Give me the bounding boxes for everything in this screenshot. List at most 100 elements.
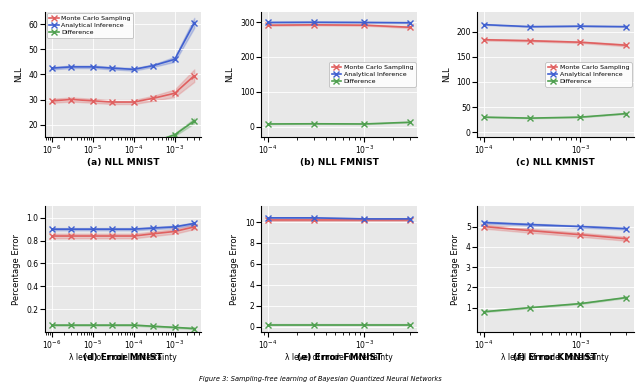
Analytical Inference (68, 64, 76, 69)
Monte Carlo Sampling (68, 97, 76, 102)
Difference (109, 139, 116, 143)
Text: (e) Error FMNIST: (e) Error FMNIST (296, 353, 382, 362)
Y-axis label: NLL: NLL (14, 67, 23, 82)
Monte Carlo Sampling (264, 218, 272, 222)
Line: Analytical Inference: Analytical Inference (49, 221, 197, 232)
Difference (109, 323, 116, 327)
Line: Analytical Inference: Analytical Inference (481, 220, 629, 231)
Analytical Inference (623, 226, 630, 231)
Line: Monte Carlo Sampling: Monte Carlo Sampling (481, 224, 629, 242)
Line: Monte Carlo Sampling: Monte Carlo Sampling (265, 22, 413, 30)
X-axis label: λ level of model uncertainty: λ level of model uncertainty (69, 354, 177, 362)
Difference (406, 322, 414, 327)
Monte Carlo Sampling (191, 73, 198, 78)
Monte Carlo Sampling (89, 234, 97, 238)
Text: Figure 3: Sampling-free learning of Bayesian Quantized Neural Networks: Figure 3: Sampling-free learning of Baye… (198, 376, 442, 382)
Difference (171, 132, 179, 137)
Analytical Inference (480, 220, 488, 225)
Line: Monte Carlo Sampling: Monte Carlo Sampling (265, 217, 413, 223)
Monte Carlo Sampling (526, 39, 534, 43)
Text: (a) NLL MNIST: (a) NLL MNIST (87, 158, 159, 168)
Analytical Inference (109, 66, 116, 70)
Difference (150, 324, 157, 328)
Monte Carlo Sampling (526, 229, 534, 233)
Difference (264, 122, 272, 126)
Monte Carlo Sampling (109, 234, 116, 238)
Analytical Inference (526, 24, 534, 29)
Difference (310, 122, 318, 126)
Line: Difference: Difference (481, 111, 629, 121)
Analytical Inference (406, 20, 414, 25)
Legend: Monte Carlo Sampling, Analytical Inference, Difference: Monte Carlo Sampling, Analytical Inferen… (47, 14, 133, 38)
Analytical Inference (310, 215, 318, 220)
Monte Carlo Sampling (48, 98, 56, 103)
Analytical Inference (171, 225, 179, 229)
Difference (623, 111, 630, 116)
Analytical Inference (264, 20, 272, 25)
Difference (150, 140, 157, 145)
Analytical Inference (191, 221, 198, 226)
Monte Carlo Sampling (623, 237, 630, 241)
Difference (89, 139, 97, 143)
Difference (68, 140, 76, 145)
Line: Monte Carlo Sampling: Monte Carlo Sampling (481, 37, 629, 48)
Text: (d) Error MNIST: (d) Error MNIST (83, 353, 163, 362)
Line: Difference: Difference (49, 118, 197, 145)
Analytical Inference (171, 57, 179, 62)
Difference (191, 119, 198, 123)
Y-axis label: NLL: NLL (225, 67, 234, 82)
Monte Carlo Sampling (150, 96, 157, 101)
Analytical Inference (360, 20, 368, 25)
Legend: Monte Carlo Sampling, Analytical Inference, Difference: Monte Carlo Sampling, Analytical Inferen… (545, 62, 632, 86)
Difference (623, 295, 630, 300)
Difference (480, 310, 488, 314)
Monte Carlo Sampling (68, 234, 76, 238)
Difference (130, 323, 138, 327)
X-axis label: λ level of model uncertainty: λ level of model uncertainty (285, 354, 393, 362)
Analytical Inference (89, 64, 97, 69)
Text: (b) NLL FMNIST: (b) NLL FMNIST (300, 158, 379, 168)
Difference (68, 323, 76, 327)
Y-axis label: Percentage Error: Percentage Error (451, 234, 460, 305)
Difference (89, 323, 97, 327)
Analytical Inference (109, 227, 116, 232)
Y-axis label: Percentage Error: Percentage Error (12, 234, 21, 305)
Legend: Monte Carlo Sampling, Analytical Inference, Difference: Monte Carlo Sampling, Analytical Inferen… (329, 62, 415, 86)
Analytical Inference (150, 63, 157, 68)
X-axis label: λ level of model uncertainty: λ level of model uncertainty (501, 354, 609, 362)
Y-axis label: Percentage Error: Percentage Error (230, 234, 239, 305)
Difference (526, 116, 534, 120)
Line: Difference: Difference (265, 119, 413, 127)
Text: (f) Error KMNIST: (f) Error KMNIST (513, 353, 597, 362)
Analytical Inference (526, 222, 534, 227)
Difference (48, 140, 56, 145)
Monte Carlo Sampling (109, 100, 116, 104)
Analytical Inference (48, 227, 56, 232)
Line: Difference: Difference (265, 322, 413, 327)
Analytical Inference (89, 227, 97, 232)
Monte Carlo Sampling (150, 232, 157, 236)
Analytical Inference (360, 217, 368, 221)
Monte Carlo Sampling (171, 229, 179, 234)
Analytical Inference (264, 215, 272, 220)
Line: Monte Carlo Sampling: Monte Carlo Sampling (49, 224, 197, 239)
Line: Analytical Inference: Analytical Inference (265, 19, 413, 25)
Monte Carlo Sampling (130, 100, 138, 104)
Monte Carlo Sampling (480, 224, 488, 229)
Monte Carlo Sampling (310, 22, 318, 27)
Monte Carlo Sampling (406, 218, 414, 222)
Line: Difference: Difference (481, 295, 629, 315)
Monte Carlo Sampling (577, 40, 584, 44)
Analytical Inference (150, 226, 157, 230)
Analytical Inference (480, 22, 488, 27)
Analytical Inference (130, 67, 138, 72)
Monte Carlo Sampling (406, 25, 414, 30)
Monte Carlo Sampling (191, 225, 198, 229)
Monte Carlo Sampling (577, 232, 584, 237)
Analytical Inference (577, 224, 584, 229)
Difference (360, 322, 368, 327)
Difference (480, 115, 488, 119)
Monte Carlo Sampling (623, 43, 630, 47)
Difference (577, 115, 584, 119)
Analytical Inference (68, 227, 76, 232)
